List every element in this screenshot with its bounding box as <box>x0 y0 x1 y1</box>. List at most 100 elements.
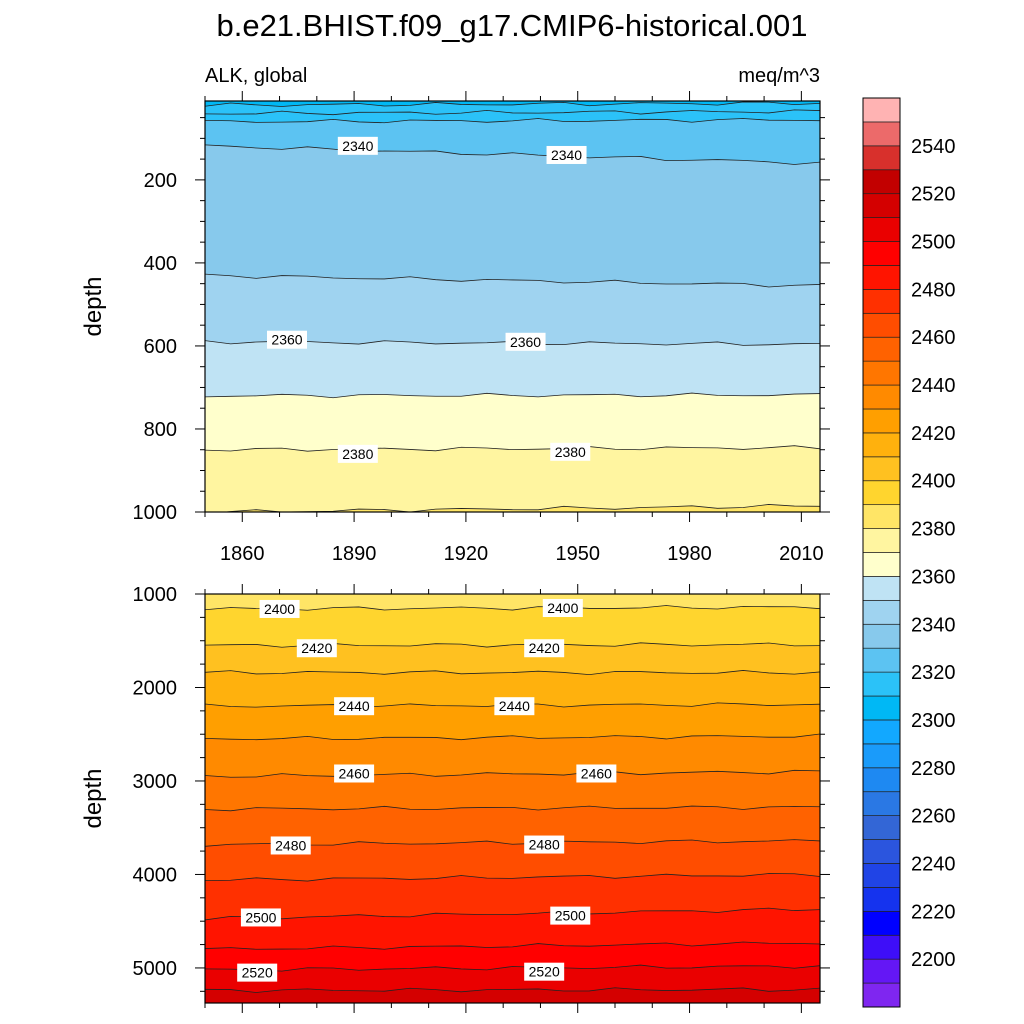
colorbar-swatch <box>862 480 901 506</box>
colorbar-swatch <box>862 910 901 936</box>
contour-label: 2400 <box>542 599 583 618</box>
contour-band <box>205 806 820 847</box>
contour-line <box>205 873 820 882</box>
contour-label: 2520 <box>237 963 278 982</box>
contour-label: 2460 <box>334 764 375 783</box>
x-tick-label: 1920 <box>444 543 489 565</box>
contour-band <box>205 908 820 950</box>
y-tick-label: 800 <box>144 419 177 441</box>
colorbar-swatch <box>862 623 901 649</box>
contour-label-text: 2400 <box>547 600 578 616</box>
colorbar-swatch <box>862 408 901 434</box>
colorbar-label: 2200 <box>911 949 956 971</box>
colorbar-swatch <box>862 815 901 840</box>
contour-band <box>205 340 820 398</box>
contour-line <box>205 101 820 107</box>
colorbar-label: 2320 <box>911 662 956 684</box>
colorbar-swatch <box>862 312 901 338</box>
contour-band <box>205 101 820 115</box>
contour-label-text: 2440 <box>339 698 370 714</box>
contour-label-text: 2360 <box>271 332 302 348</box>
contour-band <box>205 733 820 778</box>
figure-title: b.e21.BHIST.f09_g17.CMIP6-historical.001 <box>216 8 807 43</box>
contour-line <box>205 964 820 972</box>
contour-label: 2480 <box>270 836 311 855</box>
units-subtitle: meq/m^3 <box>738 65 820 87</box>
contour-label: 2460 <box>576 764 617 783</box>
y-tick-label: 1000 <box>133 502 178 524</box>
colorbar-swatch <box>862 695 901 721</box>
colorbar-label: 2340 <box>911 614 956 636</box>
contour-line <box>205 273 820 288</box>
contour-label-text: 2460 <box>339 765 370 781</box>
y-tick-label: 200 <box>144 170 177 192</box>
contour-label-text: 2480 <box>275 837 306 853</box>
contour-band <box>205 144 820 288</box>
contour-band <box>205 274 820 346</box>
contour-band <box>205 605 820 648</box>
contour-label: 2500 <box>240 908 281 927</box>
colorbar-swatch <box>862 384 901 410</box>
colorbar-swatch <box>862 265 901 290</box>
contour-label: 2500 <box>550 906 591 925</box>
contour-label-text: 2380 <box>342 446 373 462</box>
colorbar-swatch <box>862 241 901 266</box>
x-tick-label: 1950 <box>555 543 600 565</box>
contour-label-text: 2380 <box>555 444 586 460</box>
contour-band <box>205 594 820 611</box>
colorbar-swatch <box>862 360 901 386</box>
colorbar-swatch <box>862 145 901 171</box>
colorbar-swatch <box>862 456 901 482</box>
contour-label-text: 2440 <box>499 698 530 714</box>
contour-band <box>205 642 820 675</box>
contour-band <box>225 504 820 512</box>
colorbar-label: 2460 <box>911 327 956 349</box>
colorbar-swatch <box>862 958 901 984</box>
colorbar-frame <box>862 97 901 1008</box>
contour-label: 2440 <box>334 697 375 716</box>
x-tick-label: 1860 <box>220 543 265 565</box>
y-tick-label: 4000 <box>133 864 178 886</box>
contour-line <box>205 445 820 452</box>
colorbar-label: 2500 <box>911 232 956 254</box>
contour-label-text: 2500 <box>555 908 586 924</box>
plot-frame <box>204 593 821 1004</box>
colorbar-label: 2420 <box>911 423 956 445</box>
y-tick-label: 600 <box>144 336 177 358</box>
y-tick-label: 5000 <box>133 958 178 980</box>
colorbar-swatch <box>862 552 901 577</box>
contour-line <box>205 605 820 611</box>
contour-band <box>205 873 820 920</box>
colorbar-label: 2480 <box>911 279 956 301</box>
contour-label-text: 2500 <box>245 909 276 925</box>
contour-label-text: 2420 <box>301 640 332 656</box>
colorbar-swatch <box>862 839 901 864</box>
contour-label: 2520 <box>524 962 565 981</box>
variable-subtitle: ALK, global <box>205 65 307 87</box>
contour-label-text: 2460 <box>581 765 612 781</box>
colorbar-swatch <box>862 528 901 553</box>
colorbar-swatch <box>862 863 901 888</box>
colorbar-swatch <box>862 791 901 816</box>
colorbar-swatch <box>862 934 901 960</box>
colorbar-swatch <box>862 671 901 697</box>
colorbar-swatch <box>862 982 901 1008</box>
contour-line <box>205 392 820 399</box>
colorbar-label: 2240 <box>911 853 956 875</box>
colorbar-label: 2220 <box>911 901 956 923</box>
contour-label: 2440 <box>494 697 535 716</box>
colorbar-swatch <box>862 289 901 314</box>
x-tick-label: 2010 <box>779 543 824 565</box>
contour-panel-lower: 2400 2400 2420 2420 2440 2440 2460 2460 2480 2480… <box>80 584 830 1013</box>
contour-line <box>205 987 820 993</box>
colorbar-swatch <box>862 719 901 745</box>
colorbar-swatch <box>862 767 901 793</box>
contour-label-text: 2520 <box>529 964 560 980</box>
contour-label: 2480 <box>524 835 565 854</box>
contour-label: 2360 <box>505 332 546 351</box>
filled-contours: 2400 2400 2420 2420 2440 2440 2460 2460 2480 2480… <box>205 594 820 1003</box>
y-axis-label: depth <box>80 768 107 828</box>
contour-label: 2420 <box>296 639 337 658</box>
contour-line <box>205 144 820 165</box>
